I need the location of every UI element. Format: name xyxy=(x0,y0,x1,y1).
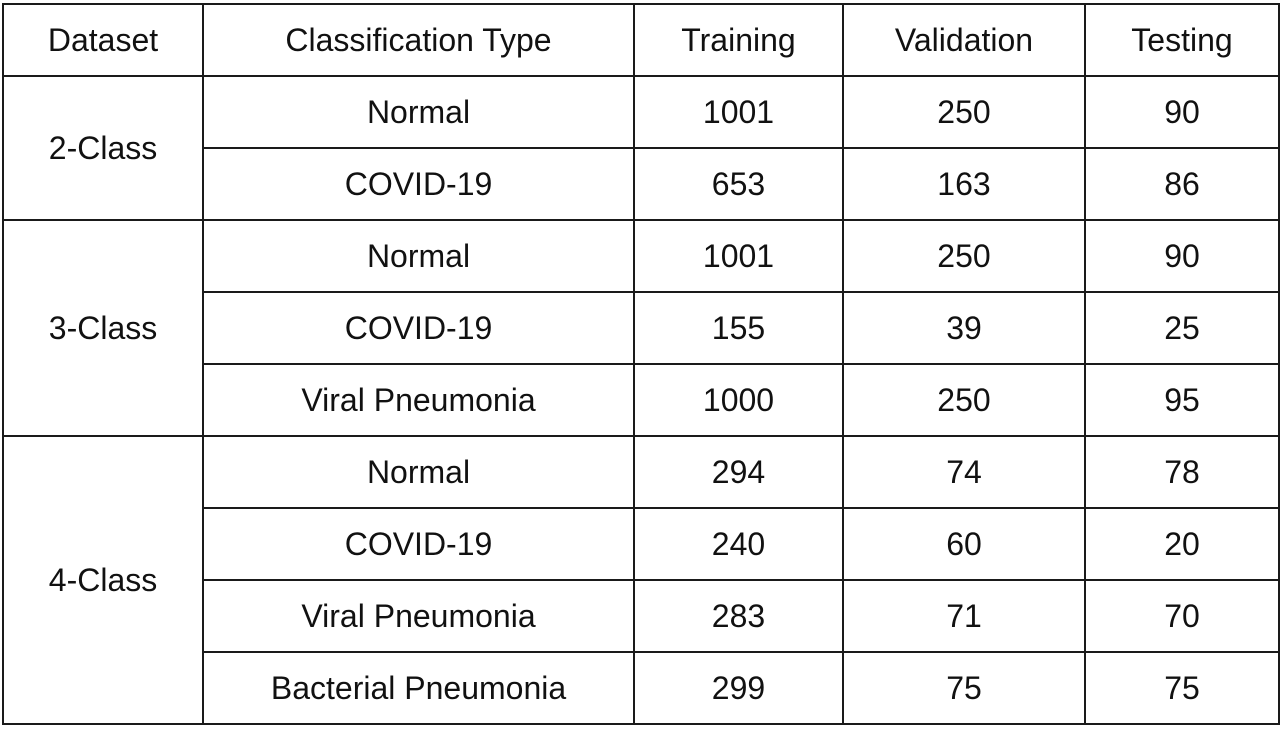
cell-training: 1001 xyxy=(633,75,844,149)
cell-testing: 25 xyxy=(1084,291,1280,365)
header-testing: Testing xyxy=(1084,3,1280,77)
cell-training: 299 xyxy=(633,651,844,725)
cell-validation: 75 xyxy=(842,651,1086,725)
cell-testing: 20 xyxy=(1084,507,1280,581)
group-label-4-class: 4-Class xyxy=(2,435,204,725)
cell-classification-type: COVID-19 xyxy=(202,507,635,581)
table-row: 2-Class Normal 1001 250 90 xyxy=(2,75,1280,221)
cell-classification-type: Normal xyxy=(202,75,635,149)
cell-training: 653 xyxy=(633,147,844,221)
cell-classification-type: Normal xyxy=(202,219,635,293)
cell-validation: 250 xyxy=(842,219,1086,293)
table-row: COVID-19 155 39 25 xyxy=(3,291,1280,365)
cell-classification-type: Viral Pneumonia xyxy=(202,579,635,653)
header-classification-type: Classification Type xyxy=(202,3,635,77)
cell-validation: 250 xyxy=(842,75,1086,149)
cell-classification-type: COVID-19 xyxy=(202,147,635,221)
cell-training: 240 xyxy=(633,507,844,581)
table-row: 3-Class Normal 1001 250 90 xyxy=(2,219,1280,437)
cell-training: 1000 xyxy=(633,363,844,437)
table-row: Viral Pneumonia 1000 250 95 xyxy=(3,363,1280,437)
cell-training: 294 xyxy=(633,435,844,509)
cell-classification-type: Normal xyxy=(202,435,635,509)
cell-validation: 71 xyxy=(842,579,1086,653)
cell-validation: 39 xyxy=(842,291,1086,365)
cell-training: 283 xyxy=(633,579,844,653)
group-label-2-class: 2-Class xyxy=(2,75,204,221)
table-body: 2-Class Normal 1001 250 90 COVID-19 653 … xyxy=(2,75,1280,725)
cell-classification-type: COVID-19 xyxy=(202,291,635,365)
table-row: COVID-19 653 163 86 xyxy=(3,147,1280,221)
group-label-3-class: 3-Class xyxy=(2,219,204,437)
cell-testing: 90 xyxy=(1084,75,1280,149)
dataset-split-table: Dataset Classification Type Training Val… xyxy=(2,3,1280,725)
header-dataset: Dataset xyxy=(2,3,204,77)
header-training: Training xyxy=(633,3,844,77)
cell-testing: 90 xyxy=(1084,219,1280,293)
cell-testing: 70 xyxy=(1084,579,1280,653)
cell-validation: 250 xyxy=(842,363,1086,437)
cell-training: 155 xyxy=(633,291,844,365)
header-row: Dataset Classification Type Training Val… xyxy=(2,3,1280,77)
table-header: Dataset Classification Type Training Val… xyxy=(2,3,1280,77)
cell-validation: 74 xyxy=(842,435,1086,509)
cell-training: 1001 xyxy=(633,219,844,293)
table-row: 4-Class Normal 294 74 78 xyxy=(2,435,1280,725)
cell-testing: 78 xyxy=(1084,435,1280,509)
table-row: Bacterial Pneumonia 299 75 75 xyxy=(3,651,1280,725)
cell-validation: 60 xyxy=(842,507,1086,581)
cell-classification-type: Viral Pneumonia xyxy=(202,363,635,437)
header-validation: Validation xyxy=(842,3,1086,77)
cell-classification-type: Bacterial Pneumonia xyxy=(202,651,635,725)
cell-testing: 95 xyxy=(1084,363,1280,437)
table-row: COVID-19 240 60 20 xyxy=(3,507,1280,581)
cell-validation: 163 xyxy=(842,147,1086,221)
table-row: Viral Pneumonia 283 71 70 xyxy=(3,579,1280,653)
cell-testing: 75 xyxy=(1084,651,1280,725)
cell-testing: 86 xyxy=(1084,147,1280,221)
